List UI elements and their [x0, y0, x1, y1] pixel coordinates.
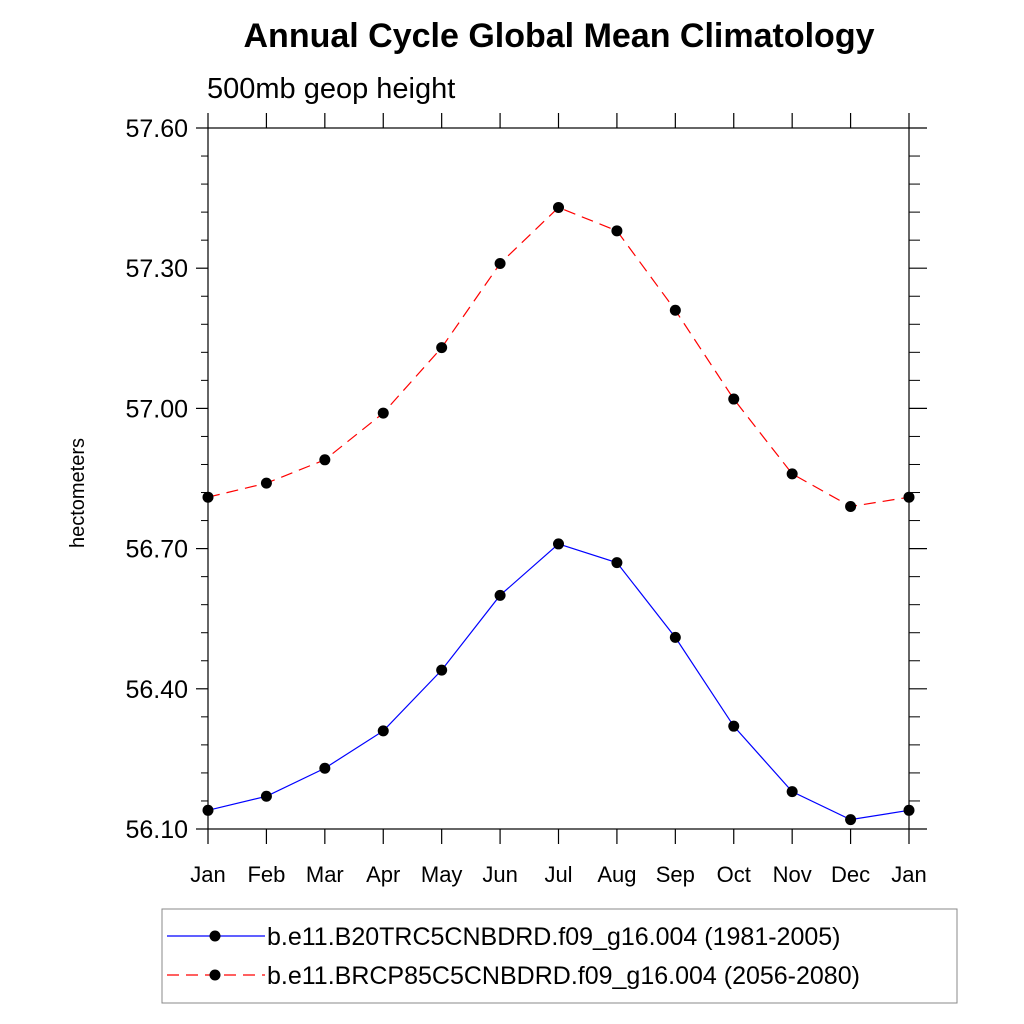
x-tick-label: Apr: [366, 862, 400, 887]
chart-title: Annual Cycle Global Mean Climatology: [244, 17, 875, 55]
series-line-1: [207, 543, 910, 821]
y-tick-label: 56.40: [125, 676, 188, 704]
chart-subtitle: 500mb geop height: [207, 73, 455, 105]
series-2-point: [319, 454, 331, 466]
x-tick-label: Feb: [247, 862, 285, 887]
series-2-point: [903, 491, 915, 503]
x-tick-label: Jan: [190, 862, 225, 887]
x-tick-label: Sep: [656, 862, 695, 887]
y-tick-label: 56.70: [125, 536, 188, 564]
x-tick-label: Jul: [544, 862, 572, 887]
x-tick-label: Nov: [773, 862, 812, 887]
series-1-point: [786, 786, 798, 798]
series-1-point: [611, 557, 623, 569]
series-1-point: [260, 790, 272, 802]
series-1-point: [728, 720, 740, 732]
y-tick-label: 57.00: [125, 395, 188, 423]
x-tick-label: Aug: [597, 862, 636, 887]
series-2-point: [260, 477, 272, 489]
series-1-point: [669, 631, 681, 643]
x-tick-label: May: [421, 862, 463, 887]
series-2-point: [377, 407, 389, 419]
series-1-point: [845, 814, 857, 826]
legend-marker-2: [209, 969, 221, 981]
legend-entry-1: b.e11.B20TRC5CNBDRD.f09_g16.004 (1981-20…: [267, 923, 841, 951]
y-tick-label: 57.60: [125, 115, 188, 143]
legend-marker-1: [209, 930, 221, 942]
x-tick-label: Oct: [717, 862, 751, 887]
series-1-point: [903, 804, 915, 816]
series-1-point: [377, 725, 389, 737]
y-tick-label: 57.30: [125, 255, 188, 283]
x-tick-label: Jan: [891, 862, 926, 887]
legend-box: [161, 908, 958, 1004]
series-2-point: [436, 342, 448, 354]
series-2-point: [845, 501, 857, 513]
series-layer: [202, 201, 915, 826]
series-2-point: [611, 225, 623, 237]
series-1-point: [202, 804, 214, 816]
series-2-point: [494, 258, 506, 270]
axis-ticks: 56.10 56.40 56.70 57.00 57.30 57.60 Jan Feb Mar A…: [125, 113, 927, 887]
x-tick-label: Jun: [482, 862, 517, 887]
series-1-point: [319, 762, 331, 774]
series-1-point: [494, 589, 506, 601]
series-2-point: [728, 393, 740, 405]
y-tick-label: 56.10: [125, 816, 188, 844]
series-2-point: [202, 491, 214, 503]
series-2-point: [786, 468, 798, 480]
legend-entry-2: b.e11.BRCP85C5CNBDRD.f09_g16.004 (2056-2…: [267, 962, 860, 990]
series-1-point: [436, 664, 448, 676]
series-2-point: [669, 304, 681, 316]
series-1-point: [553, 538, 564, 550]
plot-frame: [207, 127, 910, 830]
legend: b.e11.B20TRC5CNBDRD.f09_g16.004 (1981-20…: [161, 908, 958, 1004]
y-axis-label: hectometers: [67, 438, 89, 548]
series-2-point: [553, 201, 564, 213]
x-tick-label: Mar: [306, 862, 344, 887]
x-tick-label: Dec: [831, 862, 870, 887]
series-line-2: [207, 206, 910, 508]
